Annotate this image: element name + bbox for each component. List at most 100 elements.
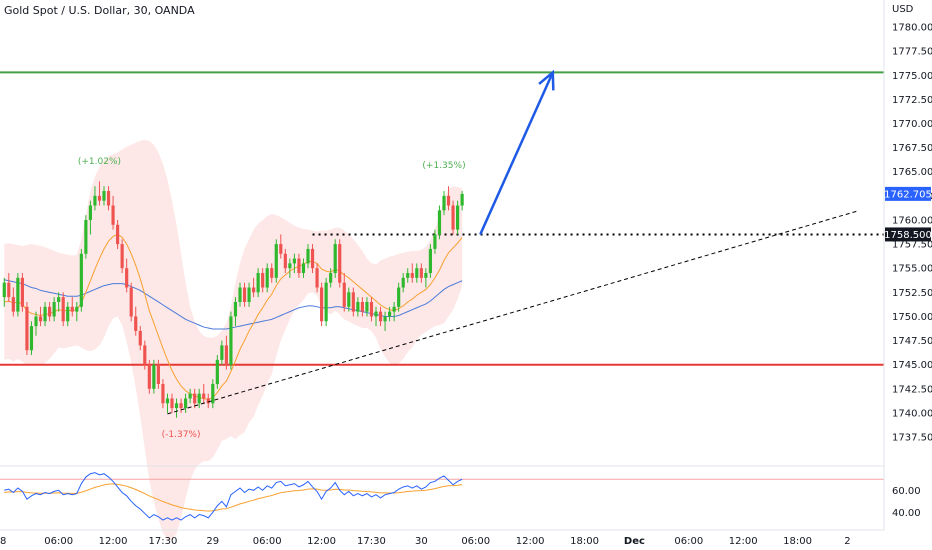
time-tick-label: Dec [624, 536, 645, 547]
time-tick-label: 29 [206, 536, 219, 547]
candle-body [61, 297, 65, 322]
percent-change-label: (+1.35%) [422, 161, 465, 171]
candle-body [242, 287, 247, 302]
candle [315, 263, 319, 293]
candle-body [310, 248, 315, 269]
candle [165, 393, 170, 413]
price-tick-label: 1742.500 [892, 384, 932, 395]
time-axis[interactable]: 8 06:00 12:00 17:30 29 06:00 12:00 17:30 30 06:00… [0, 529, 884, 547]
candle-body [184, 398, 188, 409]
candle-body [446, 195, 451, 206]
candle [433, 229, 437, 254]
candle [446, 186, 451, 211]
candle-body [274, 244, 278, 278]
rising-trendline[interactable] [167, 210, 857, 415]
candle [242, 282, 247, 307]
candle-body [111, 205, 115, 225]
candle-body [202, 393, 206, 399]
candle-body [193, 393, 197, 404]
candle-body [460, 193, 464, 206]
candle [347, 287, 351, 312]
candle-body [229, 316, 233, 365]
price-tick-label: 1777.500 [892, 47, 932, 58]
candle-body [433, 234, 437, 249]
candle [106, 186, 111, 211]
candle-body [143, 345, 147, 365]
candle [120, 239, 124, 274]
candle [274, 239, 278, 283]
candle [174, 398, 179, 418]
candle [161, 379, 165, 409]
candle-body [283, 253, 287, 269]
candle-body [428, 248, 432, 274]
target-arrow-head[interactable] [538, 69, 555, 91]
candle [333, 239, 337, 278]
candle [66, 301, 70, 327]
candle [338, 239, 342, 288]
candle-body [25, 306, 29, 351]
candle-body [138, 330, 142, 346]
candle-body [288, 263, 292, 269]
time-tick-label: 06:00 [674, 536, 703, 547]
candle [419, 263, 423, 283]
candle-body [374, 311, 378, 317]
candle-body [369, 301, 374, 317]
candle-body [106, 191, 111, 206]
oscillator-tick-label: 60.00 [892, 486, 921, 497]
candle [25, 301, 29, 356]
candle-body [120, 244, 124, 269]
oscillator-signal-line [4, 483, 463, 512]
candle [442, 191, 446, 216]
candle-body [188, 393, 192, 399]
candle [342, 273, 346, 312]
candle-body [456, 205, 460, 230]
time-tick-label: 30 [415, 536, 428, 547]
candle-body [320, 287, 324, 322]
candle-body [48, 306, 52, 317]
candle [7, 273, 11, 302]
candle [297, 253, 301, 278]
candle-body [297, 258, 301, 274]
candle-body [329, 273, 333, 283]
candle-body [397, 287, 401, 307]
drawings[interactable] [167, 69, 857, 415]
candle [388, 306, 392, 322]
candle-body [88, 205, 92, 220]
candle [79, 248, 83, 312]
candle-body [152, 364, 156, 389]
candle [329, 268, 333, 288]
currency-label: USD [892, 4, 914, 15]
candle [428, 244, 432, 278]
horizontal-levels[interactable] [0, 71, 884, 366]
price-axis[interactable]: USD 1737.500 1740.000 1742.500 1745.000 1747.… [883, 0, 932, 530]
candle [188, 388, 192, 404]
candle-body [38, 316, 43, 322]
candle [43, 301, 47, 327]
candle-body [215, 359, 219, 384]
candle [197, 388, 201, 409]
candle [147, 359, 151, 394]
candle [437, 205, 442, 240]
candle-body [70, 306, 74, 312]
price-tick-label: 1740.000 [892, 408, 932, 419]
price-tick-label: 1772.500 [892, 95, 932, 106]
candle-body [437, 210, 442, 235]
candle [460, 191, 464, 211]
target-arrow-shaft[interactable] [479, 71, 554, 235]
candle [283, 248, 287, 274]
candle-body [34, 316, 38, 327]
candle-body [2, 282, 6, 298]
candle-body [11, 297, 15, 312]
candle-body [52, 301, 56, 317]
candle [70, 297, 74, 317]
candle [310, 244, 315, 274]
candle [179, 398, 183, 413]
time-tick-label: 18:00 [570, 536, 599, 547]
candle [97, 181, 102, 206]
time-tick-label: 2 [844, 536, 850, 547]
candle [88, 200, 92, 235]
oscillator-line [4, 472, 463, 521]
candle-body [197, 393, 201, 404]
candle-body [125, 268, 129, 288]
